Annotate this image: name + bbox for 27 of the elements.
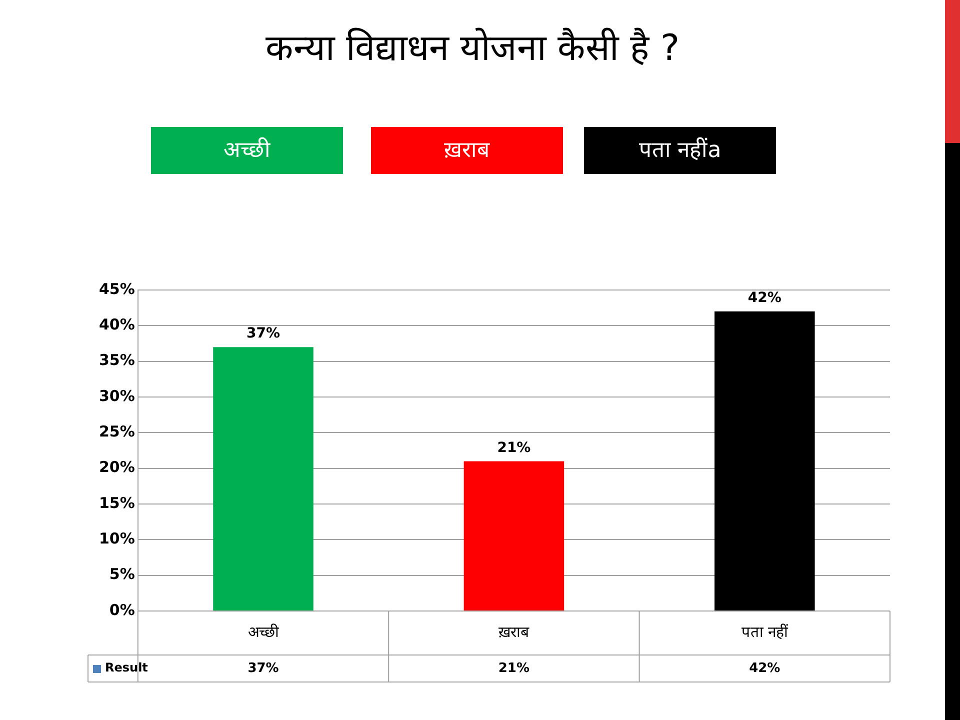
text: Result — [105, 660, 148, 675]
y-tick-label: 0% — [109, 600, 135, 619]
text: 21% — [497, 440, 531, 456]
x-tick-label: पता नहीं — [741, 622, 790, 641]
y-tick-label: 40% — [98, 316, 135, 334]
text: ख़राब — [371, 127, 563, 174]
bar — [714, 311, 815, 610]
y-tick-label: 30% — [98, 386, 135, 405]
y-tick-label: 5% — [109, 565, 135, 584]
y-tick-label: 35% — [98, 351, 135, 370]
x-tick-label: अच्छी — [248, 622, 280, 641]
text: अच्छी — [151, 127, 343, 174]
data-label: 21% — [498, 660, 530, 676]
bar — [213, 347, 314, 610]
x-tick-label: ख़राब — [498, 622, 530, 641]
data-label: 42% — [749, 660, 780, 676]
text: पता नहींa — [584, 127, 776, 174]
y-tick-label: 20% — [98, 458, 135, 476]
y-tick-label: 45% — [98, 280, 135, 298]
text: 37% — [246, 326, 280, 342]
chart-title: कन्या विद्याधन योजना कैसी है ? — [264, 26, 681, 71]
y-tick-label: 15% — [98, 494, 135, 512]
y-tick-label: 25% — [98, 422, 135, 441]
text: 42% — [748, 290, 782, 306]
y-tick-label: 10% — [98, 530, 135, 548]
data-label: 37% — [248, 660, 279, 676]
bar — [464, 461, 564, 610]
